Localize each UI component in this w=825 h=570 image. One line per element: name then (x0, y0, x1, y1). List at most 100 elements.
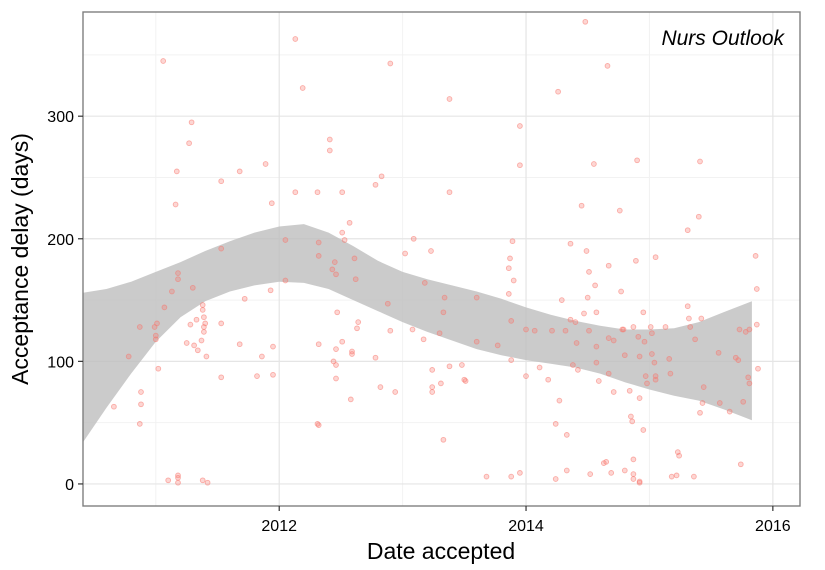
data-point (593, 343, 600, 350)
data-point (292, 189, 299, 196)
data-point (603, 459, 610, 465)
data-point (372, 181, 379, 188)
data-point (161, 304, 168, 311)
data-point (726, 408, 733, 415)
data-point (605, 335, 612, 341)
data-point (635, 333, 642, 340)
data-point (572, 319, 579, 325)
data-point (267, 287, 274, 294)
data-point (333, 346, 339, 352)
data-point (183, 340, 190, 346)
data-point (175, 479, 181, 486)
data-point (384, 300, 391, 307)
data-point (630, 456, 637, 463)
data-point (241, 295, 248, 302)
data-point (194, 347, 201, 354)
data-point (700, 384, 707, 390)
data-point (483, 473, 490, 480)
data-point (314, 189, 321, 196)
data-point (198, 337, 205, 344)
data-point (531, 327, 538, 334)
data-point (644, 380, 650, 387)
data-point (282, 237, 289, 243)
data-point (740, 398, 747, 405)
data-point (438, 380, 444, 387)
data-point (218, 320, 225, 327)
data-point (429, 367, 436, 373)
data-point (189, 284, 196, 291)
data-point (193, 316, 200, 323)
data-point (440, 436, 447, 443)
data-point (575, 367, 581, 373)
data-point (392, 389, 399, 395)
data-point (333, 271, 339, 278)
data-point (673, 472, 680, 479)
data-point (138, 389, 144, 395)
data-point (697, 158, 703, 165)
data-point (199, 477, 206, 484)
data-point (347, 396, 354, 403)
data-point (570, 362, 576, 368)
data-point (630, 324, 637, 330)
x-tick-label: 2012 (261, 518, 297, 535)
data-point (746, 380, 753, 387)
data-point (236, 168, 243, 175)
data-point (549, 327, 555, 334)
data-point (616, 207, 623, 214)
data-point (505, 291, 512, 297)
data-point (628, 413, 634, 420)
data-point (684, 303, 691, 310)
data-point (621, 467, 628, 474)
data-point (169, 288, 175, 295)
data-point (676, 452, 682, 459)
data-point (630, 471, 637, 477)
data-point (581, 310, 587, 317)
data-point (667, 370, 674, 377)
data-point (175, 270, 181, 276)
data-point (583, 248, 590, 254)
data-point (508, 473, 515, 480)
data-point (640, 309, 647, 316)
data-point (567, 240, 574, 247)
minor-gridlines (83, 12, 800, 506)
data-point (610, 337, 617, 344)
data-point (508, 357, 515, 363)
data-point (175, 474, 181, 481)
data-point (578, 202, 585, 209)
data-point (618, 288, 624, 295)
data-point (428, 248, 434, 254)
data-point (203, 353, 210, 360)
data-point (446, 189, 453, 196)
data-point (636, 479, 643, 486)
data-point (649, 330, 655, 337)
data-point (517, 123, 523, 129)
data-point (254, 373, 260, 379)
data-point (736, 326, 743, 333)
data-point (175, 276, 181, 283)
data-point (173, 168, 180, 175)
data-point (202, 320, 209, 327)
data-point (446, 96, 453, 102)
data-point (387, 60, 394, 67)
y-axis-title: Acceptance delay (days) (7, 133, 33, 385)
data-point (642, 373, 649, 379)
data-point (429, 389, 436, 395)
data-point (152, 336, 159, 343)
y-tick-label: 0 (65, 477, 74, 494)
data-point (201, 329, 207, 335)
data-point (636, 353, 643, 360)
data-point (699, 400, 706, 406)
data-point (715, 349, 722, 356)
data-point (441, 294, 448, 301)
data-point (387, 327, 394, 334)
data-point (136, 421, 143, 427)
data-point (621, 352, 628, 359)
data-point (165, 477, 172, 484)
data-point (691, 473, 697, 480)
data-point (545, 376, 552, 383)
data-point (354, 325, 360, 332)
data-point (510, 277, 517, 284)
data-point (402, 250, 408, 257)
data-point (586, 327, 592, 334)
data-point (259, 353, 265, 360)
